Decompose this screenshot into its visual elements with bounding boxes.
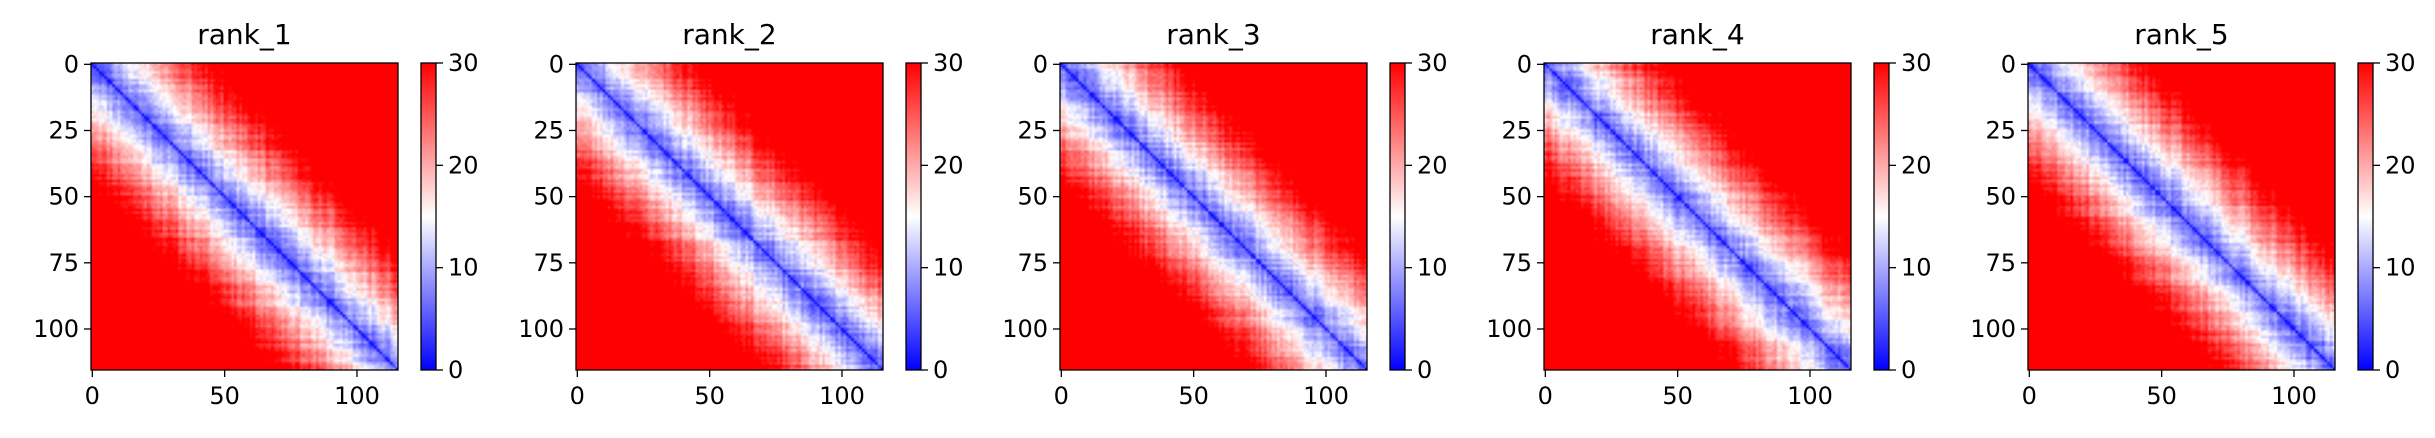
colorbar-tick-label: 10 <box>1417 254 1448 282</box>
x-tick-label: 100 <box>1303 382 1349 410</box>
y-tick-label: 100 <box>518 315 564 343</box>
colorbar-tick-label: 30 <box>448 49 479 77</box>
heatmap-panel: rank_3 0 50 100 0 25 50 75 100 0 10 20 30 <box>1002 18 1447 410</box>
plot-frame <box>1059 62 1368 371</box>
x-tick-label: 0 <box>85 382 100 410</box>
panel-title: rank_3 <box>1166 18 1260 51</box>
y-tick-label: 50 <box>1501 183 1532 211</box>
plot-frame <box>90 62 399 371</box>
colorbar-tick-label: 20 <box>448 151 479 179</box>
colorbar-tick-label: 30 <box>2385 49 2416 77</box>
colorbar <box>1873 62 1890 371</box>
y-tick-label: 0 <box>2001 50 2016 78</box>
x-tick-label: 0 <box>570 382 585 410</box>
panel-title: rank_5 <box>2134 18 2228 51</box>
colorbar-tick-label: 30 <box>1901 49 1932 77</box>
plot-frame <box>2027 62 2336 371</box>
x-tick-label: 100 <box>334 382 380 410</box>
y-tick-label: 100 <box>33 315 79 343</box>
y-tick-label: 25 <box>533 116 564 144</box>
heatmap-image <box>1060 63 1367 370</box>
colorbar-tick-label: 30 <box>1417 49 1448 77</box>
y-tick-label: 75 <box>1017 249 1048 277</box>
plot-frame <box>575 62 884 371</box>
x-tick-label: 0 <box>2022 382 2037 410</box>
colorbar-tick-label: 0 <box>933 356 948 384</box>
y-tick-label: 0 <box>1033 50 1048 78</box>
colorbar-tick-label: 0 <box>448 356 463 384</box>
panel-title: rank_1 <box>197 18 291 51</box>
colorbar-tick-label: 30 <box>933 49 964 77</box>
x-tick-label: 100 <box>819 382 865 410</box>
panel-title: rank_2 <box>682 18 776 51</box>
colorbar <box>905 62 922 371</box>
colorbar-tick-label: 10 <box>933 254 964 282</box>
heatmap-panel: rank_1 0 50 100 0 25 50 75 100 0 10 20 30 <box>33 18 478 410</box>
x-tick-label: 0 <box>1054 382 1069 410</box>
y-tick-label: 25 <box>1017 116 1048 144</box>
y-tick-label: 25 <box>48 116 79 144</box>
colorbar-tick-label: 10 <box>1901 254 1932 282</box>
y-tick-label: 75 <box>1501 249 1532 277</box>
colorbar-tick-label: 0 <box>1417 356 1432 384</box>
y-tick-label: 25 <box>1985 116 2016 144</box>
heatmap-panel: rank_5 0 50 100 0 25 50 75 100 0 10 20 30 <box>1970 18 2415 410</box>
x-tick-label: 100 <box>2271 382 2317 410</box>
y-tick-label: 25 <box>1501 116 1532 144</box>
heatmap-panel: rank_2 0 50 100 0 25 50 75 100 0 10 20 30 <box>518 18 963 410</box>
plot-frame <box>1543 62 1852 371</box>
y-tick-label: 50 <box>1017 183 1048 211</box>
x-tick-label: 0 <box>1538 382 1553 410</box>
colorbar-tick-label: 20 <box>1417 151 1448 179</box>
colorbar <box>420 62 437 371</box>
heatmap-panel: rank_4 0 50 100 0 25 50 75 100 0 10 20 30 <box>1486 18 1931 410</box>
x-tick-label: 50 <box>1662 382 1693 410</box>
x-tick-label: 50 <box>1178 382 1209 410</box>
y-tick-label: 0 <box>549 50 564 78</box>
colorbar-tick-label: 0 <box>2385 356 2400 384</box>
colorbar-tick-label: 20 <box>2385 151 2416 179</box>
y-tick-label: 100 <box>1002 315 1048 343</box>
x-tick-label: 50 <box>2146 382 2177 410</box>
x-tick-label: 100 <box>1787 382 1833 410</box>
colorbar-tick-label: 10 <box>448 254 479 282</box>
y-tick-label: 50 <box>48 183 79 211</box>
y-tick-label: 75 <box>1985 249 2016 277</box>
y-tick-label: 100 <box>1970 315 2016 343</box>
y-tick-label: 75 <box>48 249 79 277</box>
colorbar <box>2357 62 2374 371</box>
heatmap-image <box>576 63 883 370</box>
heatmap-image <box>2028 63 2335 370</box>
colorbar-tick-label: 20 <box>933 151 964 179</box>
y-tick-label: 75 <box>533 249 564 277</box>
colorbar-tick-label: 10 <box>2385 254 2416 282</box>
colorbar-tick-label: 20 <box>1901 151 1932 179</box>
x-tick-label: 50 <box>209 382 240 410</box>
y-tick-label: 0 <box>1517 50 1532 78</box>
colorbar <box>1389 62 1406 371</box>
y-tick-label: 100 <box>1486 315 1532 343</box>
heatmap-image <box>91 63 398 370</box>
x-tick-label: 50 <box>694 382 725 410</box>
y-tick-label: 50 <box>533 183 564 211</box>
panel-title: rank_4 <box>1650 18 1744 51</box>
y-tick-label: 0 <box>64 50 79 78</box>
y-tick-label: 50 <box>1985 183 2016 211</box>
heatmap-image <box>1544 63 1851 370</box>
colorbar-tick-label: 0 <box>1901 356 1916 384</box>
